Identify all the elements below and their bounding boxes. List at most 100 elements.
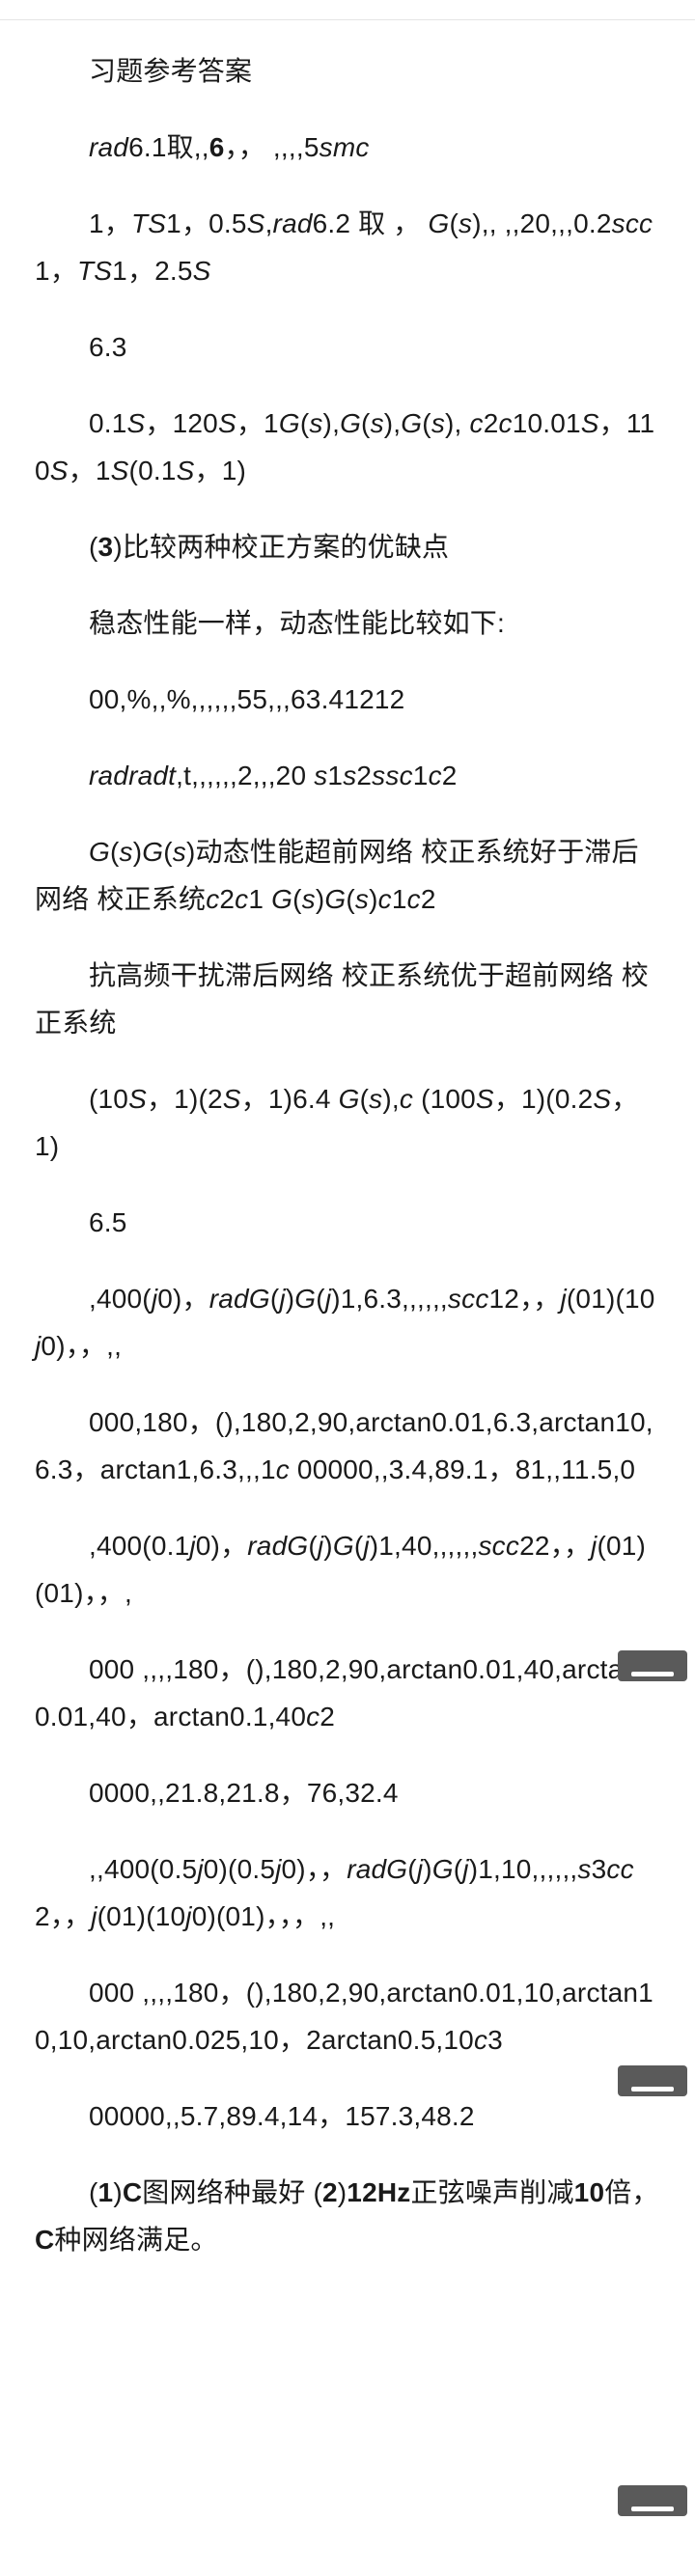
text-segment: ), — [384, 408, 402, 438]
paragraph: 抗高频干扰滞后网络 校正系统优于超前网络 校正系统 — [35, 952, 660, 1046]
text-segment: c — [498, 408, 512, 438]
paragraph: (1)C图网络种最好 (2)12Hz正弦噪声削减10倍，C种网络满足。 — [35, 2169, 660, 2263]
text-segment: 0000,,21.8,21.8，76,32.4 — [89, 1778, 399, 1808]
text-segment: 稳态性能一样，动态性能比较如下: — [89, 608, 505, 638]
document-content: 习题参考答案rad6.1取,,6，， ,,,,5smc1，TS1，0.5S,ra… — [0, 47, 695, 2263]
text-segment: ( — [292, 884, 302, 914]
paragraph: ,,400(0.5j0)(0.5j0)，，radG(j)G(j)1,10,,,,… — [35, 1845, 660, 1940]
floating-pill-icon[interactable] — [618, 2065, 687, 2096]
paragraph: (3)比较两种校正方案的优缺点 — [35, 523, 660, 570]
text-segment: S — [177, 456, 195, 485]
text-segment: ( — [454, 1854, 463, 1884]
text-segment: ，1)(2 — [147, 1084, 223, 1114]
text-segment: 1 — [248, 884, 271, 914]
text-segment: scc — [448, 1284, 489, 1314]
text-segment: TS — [131, 208, 166, 238]
text-segment: s — [309, 408, 322, 438]
text-segment: 6.2 取 ， — [313, 208, 429, 238]
text-segment: ，1 — [236, 408, 279, 438]
text-segment: 3 — [487, 2025, 503, 2055]
text-segment: 0)， — [196, 1531, 248, 1561]
text-segment: G — [142, 837, 163, 867]
text-segment: G — [333, 1531, 354, 1561]
floating-pill-icon[interactable] — [618, 2485, 687, 2516]
text-segment: G — [271, 884, 292, 914]
text-segment: 12Hz — [347, 2177, 410, 2207]
text-segment: 6 — [209, 132, 225, 162]
text-segment: ，1)(0.2 — [494, 1084, 594, 1114]
text-segment: S — [593, 1084, 611, 1114]
text-segment: s — [314, 761, 327, 790]
text-segment: ssc — [372, 761, 413, 790]
paragraph: ,400(0.1j0)，radG(j)G(j)1,40,,,,,,scc22，，… — [35, 1522, 660, 1617]
text-segment: 3 — [98, 532, 114, 562]
text-segment: S — [128, 1084, 147, 1114]
text-segment: ，， ,,,,5 — [225, 132, 320, 162]
text-segment: c — [206, 884, 219, 914]
text-segment: S — [476, 1084, 494, 1114]
text-segment: s — [355, 884, 369, 914]
text-segment: ), — [323, 408, 341, 438]
text-segment: 2，， — [35, 1901, 91, 1931]
text-segment: s — [431, 408, 445, 438]
text-segment: (0.1 — [129, 456, 177, 485]
text-segment: ( — [346, 884, 355, 914]
paragraph: 000 ,,,,180，(),180,2,90,arctan0.01,10,ar… — [35, 1969, 660, 2064]
text-segment: 倍， — [604, 2177, 658, 2207]
text-segment: ), — [382, 1084, 400, 1114]
text-segment: ，120 — [145, 408, 218, 438]
top-divider — [0, 19, 695, 20]
text-segment: 1 — [98, 2177, 114, 2207]
paragraph: 000,180，(),180,2,90,arctan0.01,6.3,arcta… — [35, 1399, 660, 1493]
text-segment: ),, ,,20,,,0.2 — [472, 208, 611, 238]
text-segment: ( — [163, 837, 173, 867]
text-segment: )1,10,,,,,, — [469, 1854, 578, 1884]
text-segment: ( — [270, 1284, 280, 1314]
text-segment: 6.1取,, — [128, 132, 209, 162]
text-segment: 0)，，,, — [41, 1331, 122, 1361]
text-segment: 10.01 — [513, 408, 581, 438]
text-segment: 00000,,5.7,89.4,14，157.3,48.2 — [89, 2101, 475, 2131]
text-segment: G — [401, 408, 422, 438]
paragraph: 6.3 — [35, 323, 660, 371]
text-segment: ( — [110, 837, 120, 867]
paragraph: 00,%,,%,,,,,,55,,,63.41212 — [35, 676, 660, 723]
text-segment: s — [343, 761, 356, 790]
text-segment: ,400( — [89, 1284, 152, 1314]
paragraph: 00000,,5.7,89.4,14，157.3,48.2 — [35, 2092, 660, 2140]
text-segment: C — [123, 2177, 142, 2207]
text-segment: (10 — [89, 1084, 128, 1114]
floating-pill-icon[interactable] — [618, 1650, 687, 1681]
text-segment: S — [581, 408, 599, 438]
text-segment: G — [324, 884, 346, 914]
text-segment: )比较两种校正方案的优缺点 — [113, 532, 449, 562]
text-segment: ), — [445, 408, 469, 438]
text-segment: 6.5 — [89, 1207, 127, 1237]
text-segment: 1， — [35, 256, 77, 286]
text-segment: rad — [89, 132, 128, 162]
text-segment: S — [193, 256, 211, 286]
paragraph: 6.5 — [35, 1199, 660, 1246]
text-segment: rad — [273, 208, 313, 238]
text-segment: 1 — [392, 884, 407, 914]
text-segment: S — [247, 208, 265, 238]
paragraph: 稳态性能一样，动态性能比较如下: — [35, 599, 660, 647]
text-segment: 10 — [574, 2177, 605, 2207]
text-segment: 2 — [322, 2177, 338, 2207]
paragraph: 习题参考答案 — [35, 47, 660, 95]
text-segment: 22，， — [519, 1531, 591, 1561]
text-segment: 2 — [421, 884, 436, 914]
text-segment: 1， — [89, 208, 131, 238]
text-segment: ) — [323, 1531, 333, 1561]
text-segment: ) — [338, 2177, 348, 2207]
text-segment: 0)(0.5 — [204, 1854, 275, 1884]
text-segment: S — [111, 456, 129, 485]
paragraph: G(s)G(s)动态性能超前网络 校正系统好于滞后网络 校正系统c2c1 G(s… — [35, 828, 660, 923]
text-segment: radG — [247, 1531, 308, 1561]
text-segment: ) — [113, 2177, 123, 2207]
text-segment: 1 — [327, 761, 343, 790]
text-segment: cc — [606, 1854, 633, 1884]
paragraph: 0000,,21.8,21.8，76,32.4 — [35, 1769, 660, 1816]
text-segment: )1,6.3,,,,,, — [331, 1284, 448, 1314]
text-segment: 2 — [356, 761, 372, 790]
